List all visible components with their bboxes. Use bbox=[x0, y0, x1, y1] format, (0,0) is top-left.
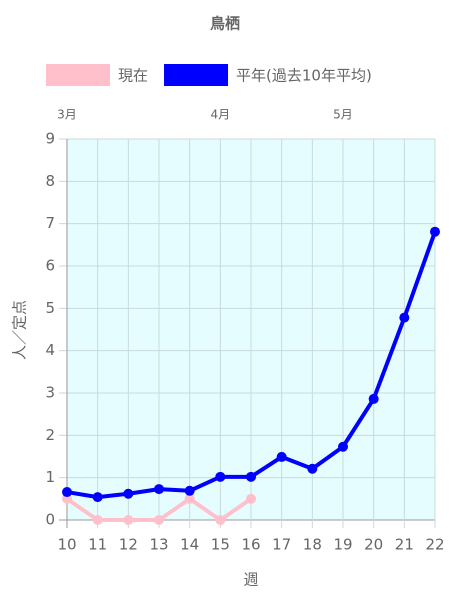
y-tick-label: 1 bbox=[45, 468, 55, 486]
legend-swatch bbox=[164, 64, 229, 86]
point bbox=[123, 515, 134, 525]
y-axis-label: 人／定点 bbox=[11, 300, 29, 360]
y-tick-label: 4 bbox=[45, 341, 55, 359]
point bbox=[62, 487, 72, 498]
legend-label: 現在 bbox=[118, 67, 148, 85]
point bbox=[307, 463, 318, 474]
y-tick-label: 2 bbox=[45, 426, 55, 444]
point bbox=[246, 493, 256, 504]
x-tick-label: 13 bbox=[149, 536, 168, 554]
x-axis-label: 週 bbox=[243, 571, 258, 589]
point bbox=[368, 393, 379, 404]
x-tick-label: 21 bbox=[395, 536, 414, 554]
chart-title: 鳥栖 bbox=[210, 15, 240, 33]
point bbox=[92, 492, 103, 503]
month-label: 5月 bbox=[333, 108, 353, 122]
y-tick-label: 3 bbox=[45, 384, 55, 402]
x-tick-label: 22 bbox=[425, 536, 444, 554]
point bbox=[246, 471, 256, 482]
legend-label: 平年(過去10年平均) bbox=[236, 67, 372, 85]
x-tick-label: 19 bbox=[333, 536, 352, 554]
y-tick-label: 8 bbox=[45, 172, 55, 190]
point bbox=[184, 485, 195, 496]
point bbox=[215, 471, 226, 482]
point bbox=[276, 451, 287, 462]
point bbox=[123, 488, 134, 499]
y-tick-label: 7 bbox=[45, 214, 55, 232]
point bbox=[399, 312, 410, 323]
x-tick-label: 15 bbox=[211, 536, 230, 554]
point bbox=[154, 515, 164, 525]
x-tick-label: 17 bbox=[272, 536, 291, 554]
x-tick-label: 20 bbox=[364, 536, 383, 554]
x-tick-label: 14 bbox=[180, 536, 199, 554]
y-tick-label: 9 bbox=[45, 130, 55, 148]
y-tick-label: 5 bbox=[45, 299, 55, 317]
point bbox=[154, 484, 164, 495]
point bbox=[338, 441, 348, 452]
point bbox=[92, 515, 103, 525]
x-tick-label: 16 bbox=[241, 536, 260, 554]
x-tick-label: 11 bbox=[88, 536, 107, 554]
point bbox=[215, 515, 226, 525]
y-tick-label: 0 bbox=[45, 511, 55, 529]
x-tick-label: 18 bbox=[303, 536, 322, 554]
point bbox=[430, 226, 440, 237]
y-tick-label: 6 bbox=[45, 257, 55, 275]
month-label: 3月 bbox=[57, 108, 77, 122]
month-label: 4月 bbox=[211, 108, 231, 122]
point bbox=[184, 493, 195, 504]
legend-swatch bbox=[46, 64, 110, 86]
x-tick-label: 12 bbox=[119, 536, 138, 554]
x-tick-label: 10 bbox=[57, 536, 76, 554]
